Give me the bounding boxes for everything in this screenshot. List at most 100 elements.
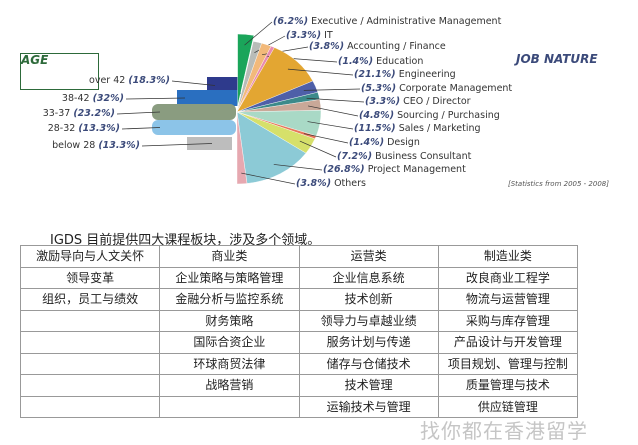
category-text: Education: [376, 56, 424, 67]
pie-slice-label: (21.1%) Engineering: [354, 69, 456, 80]
table-cell: 项目规划、管理与控制: [437, 352, 579, 375]
percent-text: (3.3%): [365, 96, 401, 107]
leader-line: [116, 111, 161, 115]
table-cell: 供应链管理: [437, 395, 579, 418]
pie-slice-label: (26.8%) Project Management: [323, 164, 466, 175]
statistics-note: [Statistics from 2005 - 2008]: [508, 180, 609, 188]
table-cell: 服务计划与传递: [298, 331, 439, 354]
watermark: 找你都在香港留学: [420, 419, 588, 443]
table-cell: 技术管理: [298, 374, 439, 397]
table-row: 战略营销 技术管理 质量管理与技术: [19, 374, 579, 397]
category-text: 33-37: [42, 108, 71, 119]
age-bar: [152, 104, 236, 120]
table-cell: 环球商贸法律: [159, 352, 300, 375]
pie-slice-label: (6.2%) Executive / Administrative Manage…: [273, 16, 501, 27]
pie-slice-label: (3.8%) Others: [296, 178, 366, 189]
leader-line: [244, 21, 273, 46]
pie-slice-label: (3.3%) IT: [286, 30, 333, 41]
age-bar-label: 38-42 (32%): [62, 93, 124, 104]
age-title: AGE: [21, 53, 49, 67]
percent-text: (1.4%): [349, 137, 385, 148]
table-cell: 采购与库存管理: [437, 309, 579, 332]
pie-slice-label: (7.2%) Business Consultant: [337, 151, 471, 162]
age-bar: [152, 120, 236, 135]
category-text: Business Consultant: [375, 151, 472, 162]
leader-line: [125, 97, 186, 100]
percent-text: (5.3%): [361, 83, 397, 94]
table-cell: 产品设计与开发管理: [437, 331, 579, 354]
table-cell: 制造业类: [437, 245, 579, 268]
age-bar: [207, 77, 241, 94]
table-cell: 技术创新: [298, 288, 439, 311]
leader-line: [241, 172, 296, 185]
category-text: Sourcing / Purchasing: [397, 110, 500, 121]
pie-slice-label: (1.4%) Design: [349, 137, 420, 148]
pie-slice-label: (1.4%) Education: [338, 56, 423, 67]
table-row: 国际合资企业 服务计划与传递 产品设计与开发管理: [19, 331, 579, 354]
percent-text: (13.3%): [98, 140, 140, 151]
table-cell: 金融分析与监控系统: [159, 288, 300, 311]
table-cell: 企业信息系统: [298, 266, 439, 289]
age-title-box: AGE: [20, 53, 99, 90]
leader-line: [307, 105, 359, 117]
table-cell: 组织，员工与绩效: [19, 288, 161, 311]
table-row: 财务策略 领导力与卓越业绩 采购与库存管理: [19, 309, 579, 332]
category-text: below 28: [52, 140, 96, 151]
leader-line: [303, 133, 349, 144]
category-text: Engineering: [398, 69, 456, 80]
table-cell: 领导力与卓越业绩: [298, 309, 439, 332]
percent-text: (3.3%): [286, 30, 322, 41]
leader-line: [273, 164, 323, 171]
age-bar-label: below 28 (13.3%): [52, 140, 140, 151]
table-cell: [19, 395, 161, 418]
table-cell: [19, 374, 161, 397]
table-cell: [19, 331, 161, 354]
job-nature-title: JOB NATURE: [516, 52, 598, 66]
leader-line: [171, 80, 216, 86]
chart-canvas: [116, 21, 365, 185]
category-text: CEO / Director: [403, 96, 471, 107]
percent-text: (23.2%): [73, 108, 115, 119]
leader-line: [307, 121, 354, 130]
pie-slice-label: (11.5%) Sales / Marketing: [354, 123, 481, 134]
percent-text: (3.8%): [296, 178, 332, 189]
table-cell: 企业策略与策略管理: [159, 266, 300, 289]
percent-text: (7.2%): [337, 151, 373, 162]
percent-text: (32%): [92, 93, 124, 104]
table-cell: 运输技术与管理: [298, 395, 439, 418]
leader-line: [287, 68, 354, 76]
table-cell: 激励导向与人文关怀: [19, 245, 161, 268]
percent-text: (1.4%): [338, 56, 374, 67]
percent-text: (18.3%): [128, 75, 170, 86]
percent-text: (4.8%): [359, 110, 395, 121]
category-text: Executive / Administrative Management: [311, 16, 502, 27]
leader-line: [303, 88, 361, 91]
table-row: 环球商贸法律 储存与仓储技术 项目规划、管理与控制: [19, 352, 579, 375]
table-cell: 改良商业工程学: [437, 266, 579, 289]
category-text: IT: [324, 30, 333, 41]
pie-slice: [236, 111, 248, 185]
leader-line: [299, 140, 337, 158]
pie-slice-label: (3.8%) Accounting / Finance: [309, 41, 446, 52]
category-text: Sales / Marketing: [398, 123, 481, 134]
percent-text: (13.3%): [78, 123, 120, 134]
table-cell: 战略营销: [159, 374, 300, 397]
table-cell: 商业类: [159, 245, 300, 268]
table-cell: 国际合资企业: [159, 331, 300, 354]
age-bar: [177, 90, 238, 106]
leader-line: [306, 97, 365, 103]
intro-text: IGDS 目前提供四大课程板块，涉及多个领域。: [50, 233, 321, 248]
category-text: 38-42: [61, 93, 90, 104]
age-bar-label: over 42 (18.3%): [89, 75, 170, 86]
table-cell: 质量管理与技术: [437, 374, 579, 397]
table-row: 运输技术与管理 供应链管理: [19, 395, 579, 418]
category-text: over 42: [89, 75, 126, 86]
course-table: 激励导向与人文关怀 商业类 运营类 制造业类 领导变革 企业策略与策略管理 企业信息系统 改良…: [19, 245, 579, 418]
table-cell: [19, 309, 161, 332]
table-cell: 领导变革: [19, 266, 161, 289]
leader-line: [141, 143, 213, 147]
table-cell: 财务策略: [159, 309, 300, 332]
table-cell: [159, 395, 300, 418]
age-bar-label: 33-37 (23.2%): [43, 108, 115, 119]
